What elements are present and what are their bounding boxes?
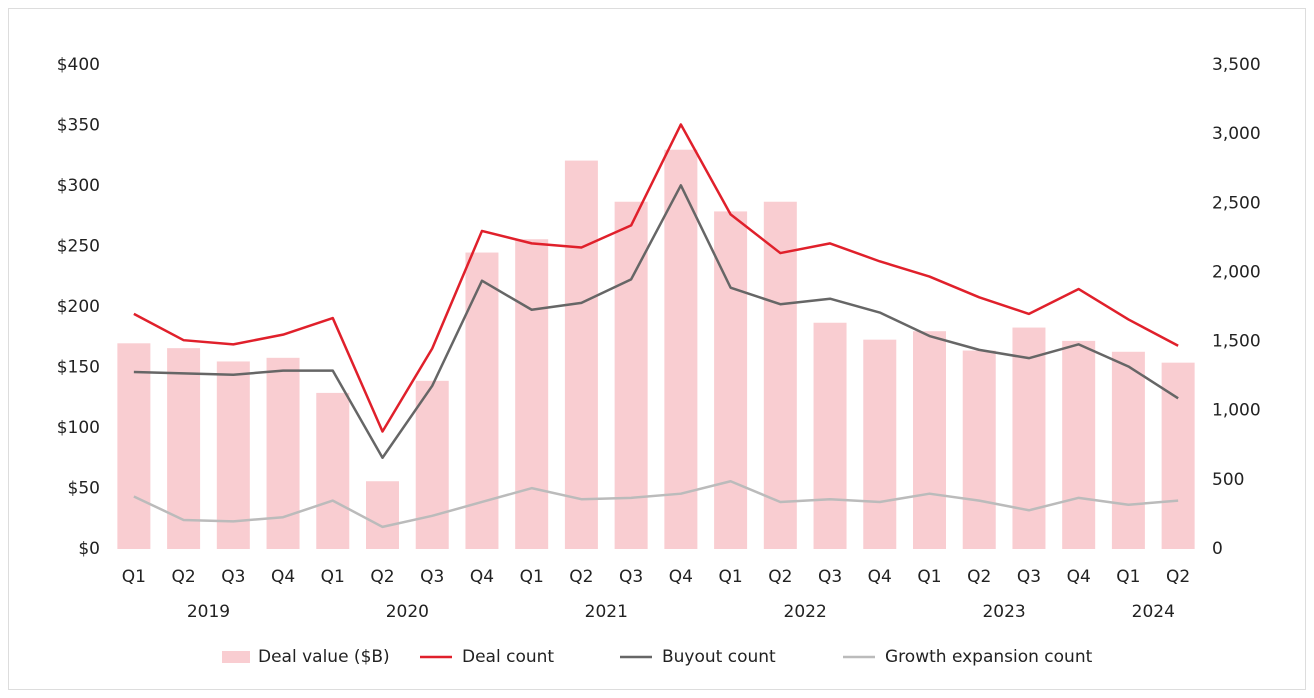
bar [1012,327,1046,549]
bar [216,361,250,549]
bar [863,339,897,549]
line [133,123,1179,433]
year-label: 2021 [585,602,628,622]
y2-tick-label: 3,000 [1212,124,1261,144]
year-label: 2023 [982,602,1025,622]
line [133,479,1179,529]
y-tick-label: $300 [57,176,100,196]
y2-tick-label: 0 [1212,539,1223,559]
bar [1161,362,1195,549]
bar [1062,340,1096,549]
line [133,184,1179,459]
x-tick-label: Q1 [520,567,544,587]
y-tick-label: $250 [57,237,100,257]
legend-swatch [222,651,250,663]
y2-tick-label: 2,000 [1212,262,1261,282]
year-label: 2022 [784,602,827,622]
x-tick-label: Q3 [420,567,444,587]
x-tick-label: Q1 [917,567,941,587]
y-tick-label: $100 [57,418,100,438]
year-label: 2020 [386,602,429,622]
bar [913,331,946,549]
x-tick-label: Q3 [221,567,245,587]
year-label: 2024 [1132,602,1175,622]
y-tick-label: $0 [78,539,100,559]
x-tick-label: Q1 [718,567,742,587]
legend-label: Deal value ($B) [258,647,390,667]
legend-label: Growth expansion count [885,647,1093,667]
year-label: 2019 [187,602,230,622]
bar [1111,351,1145,549]
bar [316,392,350,549]
x-tick-label: Q4 [470,567,494,587]
x-tick-label: Q1 [122,567,146,587]
x-tick-label: Q3 [1017,567,1041,587]
x-tick-label: Q4 [669,567,693,587]
bar [763,201,797,550]
x-tick-label: Q2 [1166,567,1190,587]
x-tick-label: Q4 [271,567,295,587]
bar [515,239,549,550]
x-tick-label: Q3 [619,567,643,587]
legend-label: Deal count [462,647,554,667]
y-tick-label: $150 [57,358,100,378]
y2-tick-label: 500 [1212,470,1244,490]
frame [8,8,1306,690]
y2-tick-label: 3,500 [1212,55,1261,75]
bar [813,322,847,549]
bar [366,481,399,549]
x-tick-label: Q2 [171,567,195,587]
y-tick-label: $200 [57,297,100,317]
x-tick-label: Q1 [1116,567,1140,587]
x-tick-label: Q2 [967,567,991,587]
x-tick-label: Q4 [1067,567,1091,587]
y2-tick-label: 1,000 [1212,401,1261,421]
y2-tick-label: 2,500 [1212,193,1261,213]
legend-label: Buyout count [662,647,776,667]
x-tick-label: Q2 [370,567,394,587]
x-tick-label: Q3 [818,567,842,587]
y-tick-label: $350 [57,116,100,136]
x-tick-label: Q2 [569,567,593,587]
bar [564,160,598,549]
x-tick-label: Q1 [321,567,345,587]
bar [664,149,698,549]
x-tick-label: Q4 [868,567,892,587]
y-tick-label: $400 [57,55,100,75]
bar [117,343,151,549]
y-tick-label: $50 [68,479,100,499]
x-tick-label: Q2 [768,567,792,587]
bar [415,380,449,549]
bar [962,350,996,549]
bar [266,357,300,549]
y2-tick-label: 1,500 [1212,332,1261,352]
